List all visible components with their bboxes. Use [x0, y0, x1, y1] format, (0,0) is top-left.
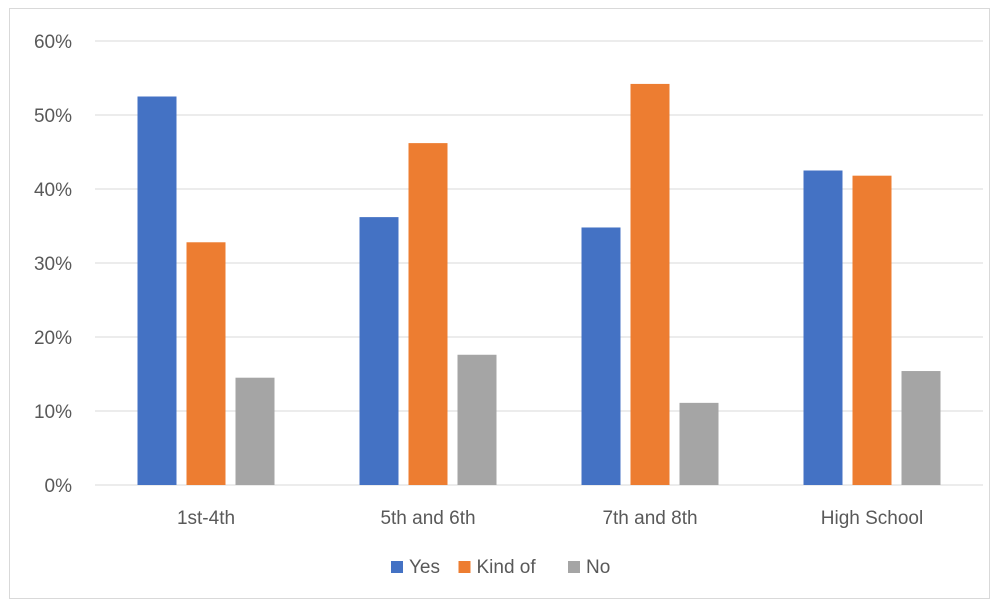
bar-yes — [803, 170, 843, 485]
x-tick-label: 7th and 8th — [602, 508, 697, 529]
y-axis-ticks: 0% 10% 20% 30% 40% 50% 60% — [34, 32, 72, 497]
x-tick-label: 1st-4th — [177, 508, 235, 529]
y-tick-label: 60% — [34, 32, 72, 53]
legend-label: Yes — [409, 557, 440, 578]
y-tick-label: 50% — [34, 106, 72, 127]
x-axis-ticks: 1st-4th 5th and 6th 7th and 8th High School — [177, 508, 923, 529]
bar-no — [679, 402, 719, 485]
x-tick-label: High School — [821, 508, 923, 529]
y-tick-label: 10% — [34, 402, 72, 423]
legend-label: Kind of — [477, 557, 537, 578]
legend-swatch-no — [568, 561, 580, 573]
y-tick-label: 30% — [34, 254, 72, 275]
y-tick-label: 0% — [45, 476, 73, 497]
bar-kind-of — [630, 83, 670, 486]
legend-swatch-yes — [391, 561, 403, 573]
legend-label: No — [586, 557, 610, 578]
bars — [137, 83, 941, 486]
y-tick-label: 20% — [34, 328, 72, 349]
bar-yes — [581, 227, 621, 486]
bar-no — [457, 354, 497, 485]
x-tick-label: 5th and 6th — [380, 508, 475, 529]
bar-yes — [137, 96, 177, 485]
bar-kind-of — [852, 175, 892, 485]
gridlines — [95, 40, 983, 486]
bar-kind-of — [408, 143, 448, 485]
legend-swatch-kind-of — [458, 561, 471, 573]
bar-no — [901, 371, 941, 485]
bar-yes — [359, 217, 399, 485]
bar-kind-of — [186, 242, 226, 485]
y-tick-label: 40% — [34, 180, 72, 201]
legend: Yes Kind of No — [391, 557, 610, 578]
bar-no — [235, 377, 275, 485]
